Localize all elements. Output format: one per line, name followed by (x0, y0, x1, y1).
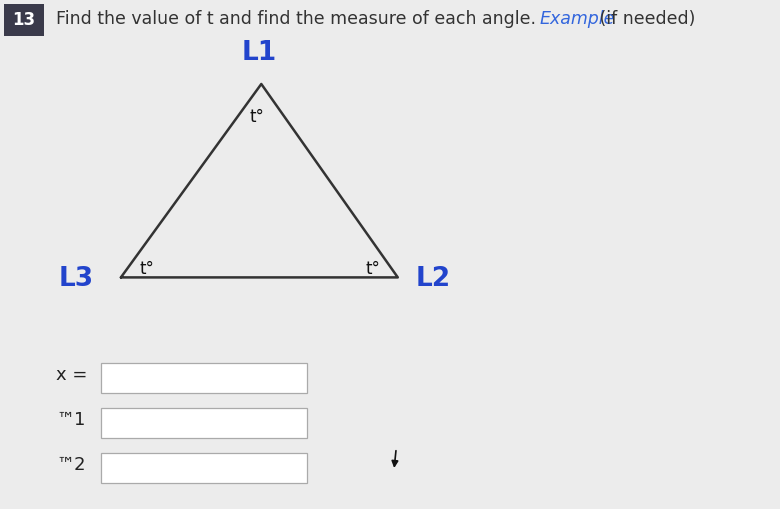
Text: L3: L3 (58, 266, 94, 292)
Text: t°: t° (250, 108, 265, 126)
Text: Example: Example (540, 10, 615, 28)
Text: t°: t° (139, 260, 154, 278)
FancyBboxPatch shape (101, 408, 307, 438)
Text: L2: L2 (415, 266, 451, 292)
Bar (4, 4, 44, 36)
Text: t°: t° (365, 260, 381, 278)
Text: ™2: ™2 (56, 456, 86, 474)
Text: 13: 13 (12, 11, 36, 29)
FancyBboxPatch shape (101, 453, 307, 483)
Text: x =: x = (56, 366, 87, 384)
Text: Find the value of t and find the measure of each angle.: Find the value of t and find the measure… (56, 10, 536, 28)
Text: (if needed): (if needed) (594, 10, 696, 28)
FancyBboxPatch shape (101, 363, 307, 393)
Text: L1: L1 (241, 40, 277, 67)
Text: ™1: ™1 (56, 411, 86, 429)
